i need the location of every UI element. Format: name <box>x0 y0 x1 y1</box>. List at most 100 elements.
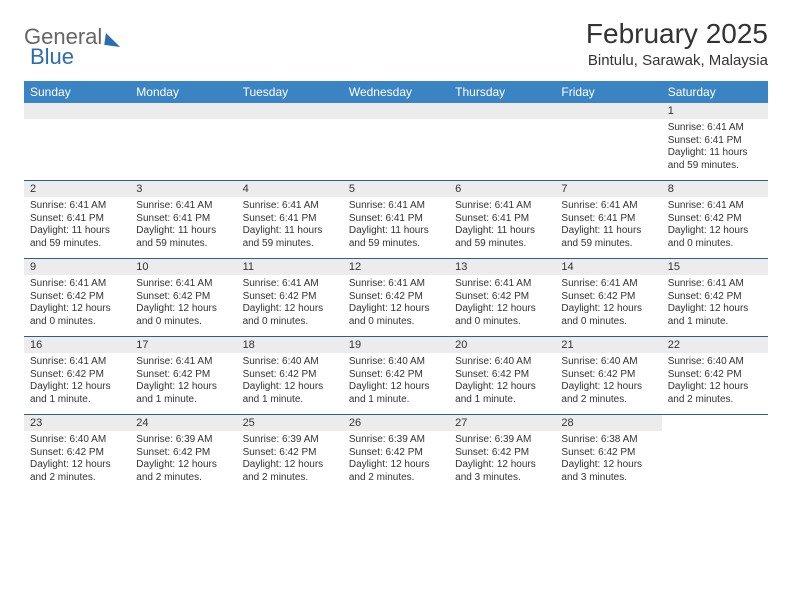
day-detail-line: Sunrise: 6:41 AM <box>349 200 443 213</box>
day-detail-line: Sunset: 6:42 PM <box>136 291 230 304</box>
day-cell: Sunrise: 6:41 AMSunset: 6:42 PMDaylight:… <box>555 275 661 336</box>
day-cell: Sunrise: 6:40 AMSunset: 6:42 PMDaylight:… <box>555 353 661 414</box>
day-detail-line: Sunrise: 6:41 AM <box>455 200 549 213</box>
day-detail-line: Sunset: 6:41 PM <box>668 135 762 148</box>
day-detail-line: Sunset: 6:42 PM <box>561 447 655 460</box>
day-number: 12 <box>343 259 449 275</box>
day-detail-line: Sunrise: 6:41 AM <box>136 278 230 291</box>
day-detail-line: Daylight: 12 hours and 1 minute. <box>30 381 124 406</box>
day-detail-line: Daylight: 11 hours and 59 minutes. <box>136 225 230 250</box>
day-number: 22 <box>662 337 768 353</box>
day-detail-line: Daylight: 12 hours and 2 minutes. <box>30 459 124 484</box>
day-detail-line: Sunset: 6:41 PM <box>30 213 124 226</box>
day-cell: Sunrise: 6:41 AMSunset: 6:42 PMDaylight:… <box>24 353 130 414</box>
day-number: 16 <box>24 337 130 353</box>
day-detail-line: Sunrise: 6:41 AM <box>136 356 230 369</box>
day-cell: Sunrise: 6:40 AMSunset: 6:42 PMDaylight:… <box>237 353 343 414</box>
weekday-header-cell: Monday <box>130 81 236 103</box>
day-detail-line: Sunrise: 6:41 AM <box>30 200 124 213</box>
day-detail-line: Sunset: 6:42 PM <box>455 291 549 304</box>
day-detail-line: Daylight: 12 hours and 0 minutes. <box>136 303 230 328</box>
week-body-row: Sunrise: 6:41 AMSunset: 6:42 PMDaylight:… <box>24 275 768 336</box>
day-detail-line: Sunrise: 6:40 AM <box>668 356 762 369</box>
day-detail-line: Daylight: 12 hours and 3 minutes. <box>561 459 655 484</box>
day-number: 23 <box>24 415 130 431</box>
day-detail-line: Sunrise: 6:41 AM <box>243 278 337 291</box>
day-detail-line: Sunset: 6:42 PM <box>30 447 124 460</box>
day-detail-line: Sunrise: 6:39 AM <box>455 434 549 447</box>
day-detail-line: Sunset: 6:42 PM <box>561 369 655 382</box>
day-detail-line: Daylight: 12 hours and 2 minutes. <box>136 459 230 484</box>
weekday-header: SundayMondayTuesdayWednesdayThursdayFrid… <box>24 81 768 103</box>
day-cell: Sunrise: 6:41 AMSunset: 6:41 PMDaylight:… <box>343 197 449 258</box>
day-detail-line: Daylight: 12 hours and 1 minute. <box>668 303 762 328</box>
day-cell: Sunrise: 6:41 AMSunset: 6:42 PMDaylight:… <box>130 353 236 414</box>
day-detail-line: Sunrise: 6:41 AM <box>30 278 124 291</box>
day-cell: Sunrise: 6:39 AMSunset: 6:42 PMDaylight:… <box>449 431 555 492</box>
day-detail-line: Sunrise: 6:38 AM <box>561 434 655 447</box>
day-detail-line: Sunrise: 6:41 AM <box>561 278 655 291</box>
day-number: 2 <box>24 181 130 197</box>
day-detail-line: Daylight: 12 hours and 0 minutes. <box>243 303 337 328</box>
day-number: 4 <box>237 181 343 197</box>
day-detail-line: Sunrise: 6:40 AM <box>349 356 443 369</box>
daynum-row: 232425262728 <box>24 415 768 431</box>
day-detail-line: Sunrise: 6:41 AM <box>243 200 337 213</box>
day-cell: Sunrise: 6:41 AMSunset: 6:42 PMDaylight:… <box>662 275 768 336</box>
day-cell <box>24 119 130 180</box>
day-detail-line: Sunrise: 6:39 AM <box>243 434 337 447</box>
day-number <box>343 103 449 119</box>
day-detail-line: Sunrise: 6:41 AM <box>668 200 762 213</box>
month-title: February 2025 <box>586 18 768 50</box>
day-detail-line: Daylight: 12 hours and 0 minutes. <box>349 303 443 328</box>
day-detail-line: Sunset: 6:41 PM <box>243 213 337 226</box>
day-cell <box>449 119 555 180</box>
day-detail-line: Sunrise: 6:41 AM <box>668 122 762 135</box>
day-number: 15 <box>662 259 768 275</box>
day-cell: Sunrise: 6:41 AMSunset: 6:42 PMDaylight:… <box>130 275 236 336</box>
day-number <box>555 103 661 119</box>
day-detail-line: Daylight: 12 hours and 1 minute. <box>455 381 549 406</box>
header: General February 2025 Bintulu, Sarawak, … <box>24 18 768 69</box>
title-block: February 2025 Bintulu, Sarawak, Malaysia <box>586 18 768 69</box>
day-number: 27 <box>449 415 555 431</box>
day-detail-line: Sunset: 6:42 PM <box>243 447 337 460</box>
day-detail-line: Daylight: 11 hours and 59 minutes. <box>668 147 762 172</box>
day-detail-line: Sunrise: 6:39 AM <box>136 434 230 447</box>
daynum-row: 9101112131415 <box>24 259 768 275</box>
day-detail-line: Daylight: 12 hours and 0 minutes. <box>30 303 124 328</box>
day-detail-line: Daylight: 11 hours and 59 minutes. <box>243 225 337 250</box>
day-cell: Sunrise: 6:39 AMSunset: 6:42 PMDaylight:… <box>237 431 343 492</box>
day-detail-line: Sunset: 6:42 PM <box>455 369 549 382</box>
day-detail-line: Sunrise: 6:41 AM <box>349 278 443 291</box>
day-cell: Sunrise: 6:38 AMSunset: 6:42 PMDaylight:… <box>555 431 661 492</box>
day-detail-line: Daylight: 11 hours and 59 minutes. <box>561 225 655 250</box>
day-detail-line: Sunset: 6:42 PM <box>455 447 549 460</box>
day-detail-line: Daylight: 12 hours and 0 minutes. <box>668 225 762 250</box>
day-detail-line: Daylight: 12 hours and 2 minutes. <box>561 381 655 406</box>
daynum-row: 2345678 <box>24 181 768 197</box>
day-detail-line: Sunset: 6:42 PM <box>668 213 762 226</box>
week-body-row: Sunrise: 6:41 AMSunset: 6:41 PMDaylight:… <box>24 119 768 180</box>
day-detail-line: Sunset: 6:42 PM <box>243 369 337 382</box>
day-number: 21 <box>555 337 661 353</box>
day-detail-line: Sunrise: 6:41 AM <box>668 278 762 291</box>
day-cell <box>343 119 449 180</box>
day-cell: Sunrise: 6:41 AMSunset: 6:42 PMDaylight:… <box>662 197 768 258</box>
day-number: 18 <box>237 337 343 353</box>
day-detail-line: Daylight: 12 hours and 1 minute. <box>349 381 443 406</box>
day-number: 6 <box>449 181 555 197</box>
day-detail-line: Sunrise: 6:39 AM <box>349 434 443 447</box>
day-detail-line: Sunrise: 6:41 AM <box>455 278 549 291</box>
day-number <box>130 103 236 119</box>
day-detail-line: Sunset: 6:42 PM <box>349 447 443 460</box>
day-number: 8 <box>662 181 768 197</box>
day-detail-line: Sunrise: 6:41 AM <box>30 356 124 369</box>
day-detail-line: Daylight: 12 hours and 2 minutes. <box>243 459 337 484</box>
day-cell: Sunrise: 6:41 AMSunset: 6:41 PMDaylight:… <box>662 119 768 180</box>
day-cell <box>555 119 661 180</box>
weekday-header-cell: Tuesday <box>237 81 343 103</box>
day-detail-line: Daylight: 12 hours and 1 minute. <box>136 381 230 406</box>
day-detail-line: Daylight: 12 hours and 1 minute. <box>243 381 337 406</box>
day-detail-line: Daylight: 12 hours and 2 minutes. <box>668 381 762 406</box>
